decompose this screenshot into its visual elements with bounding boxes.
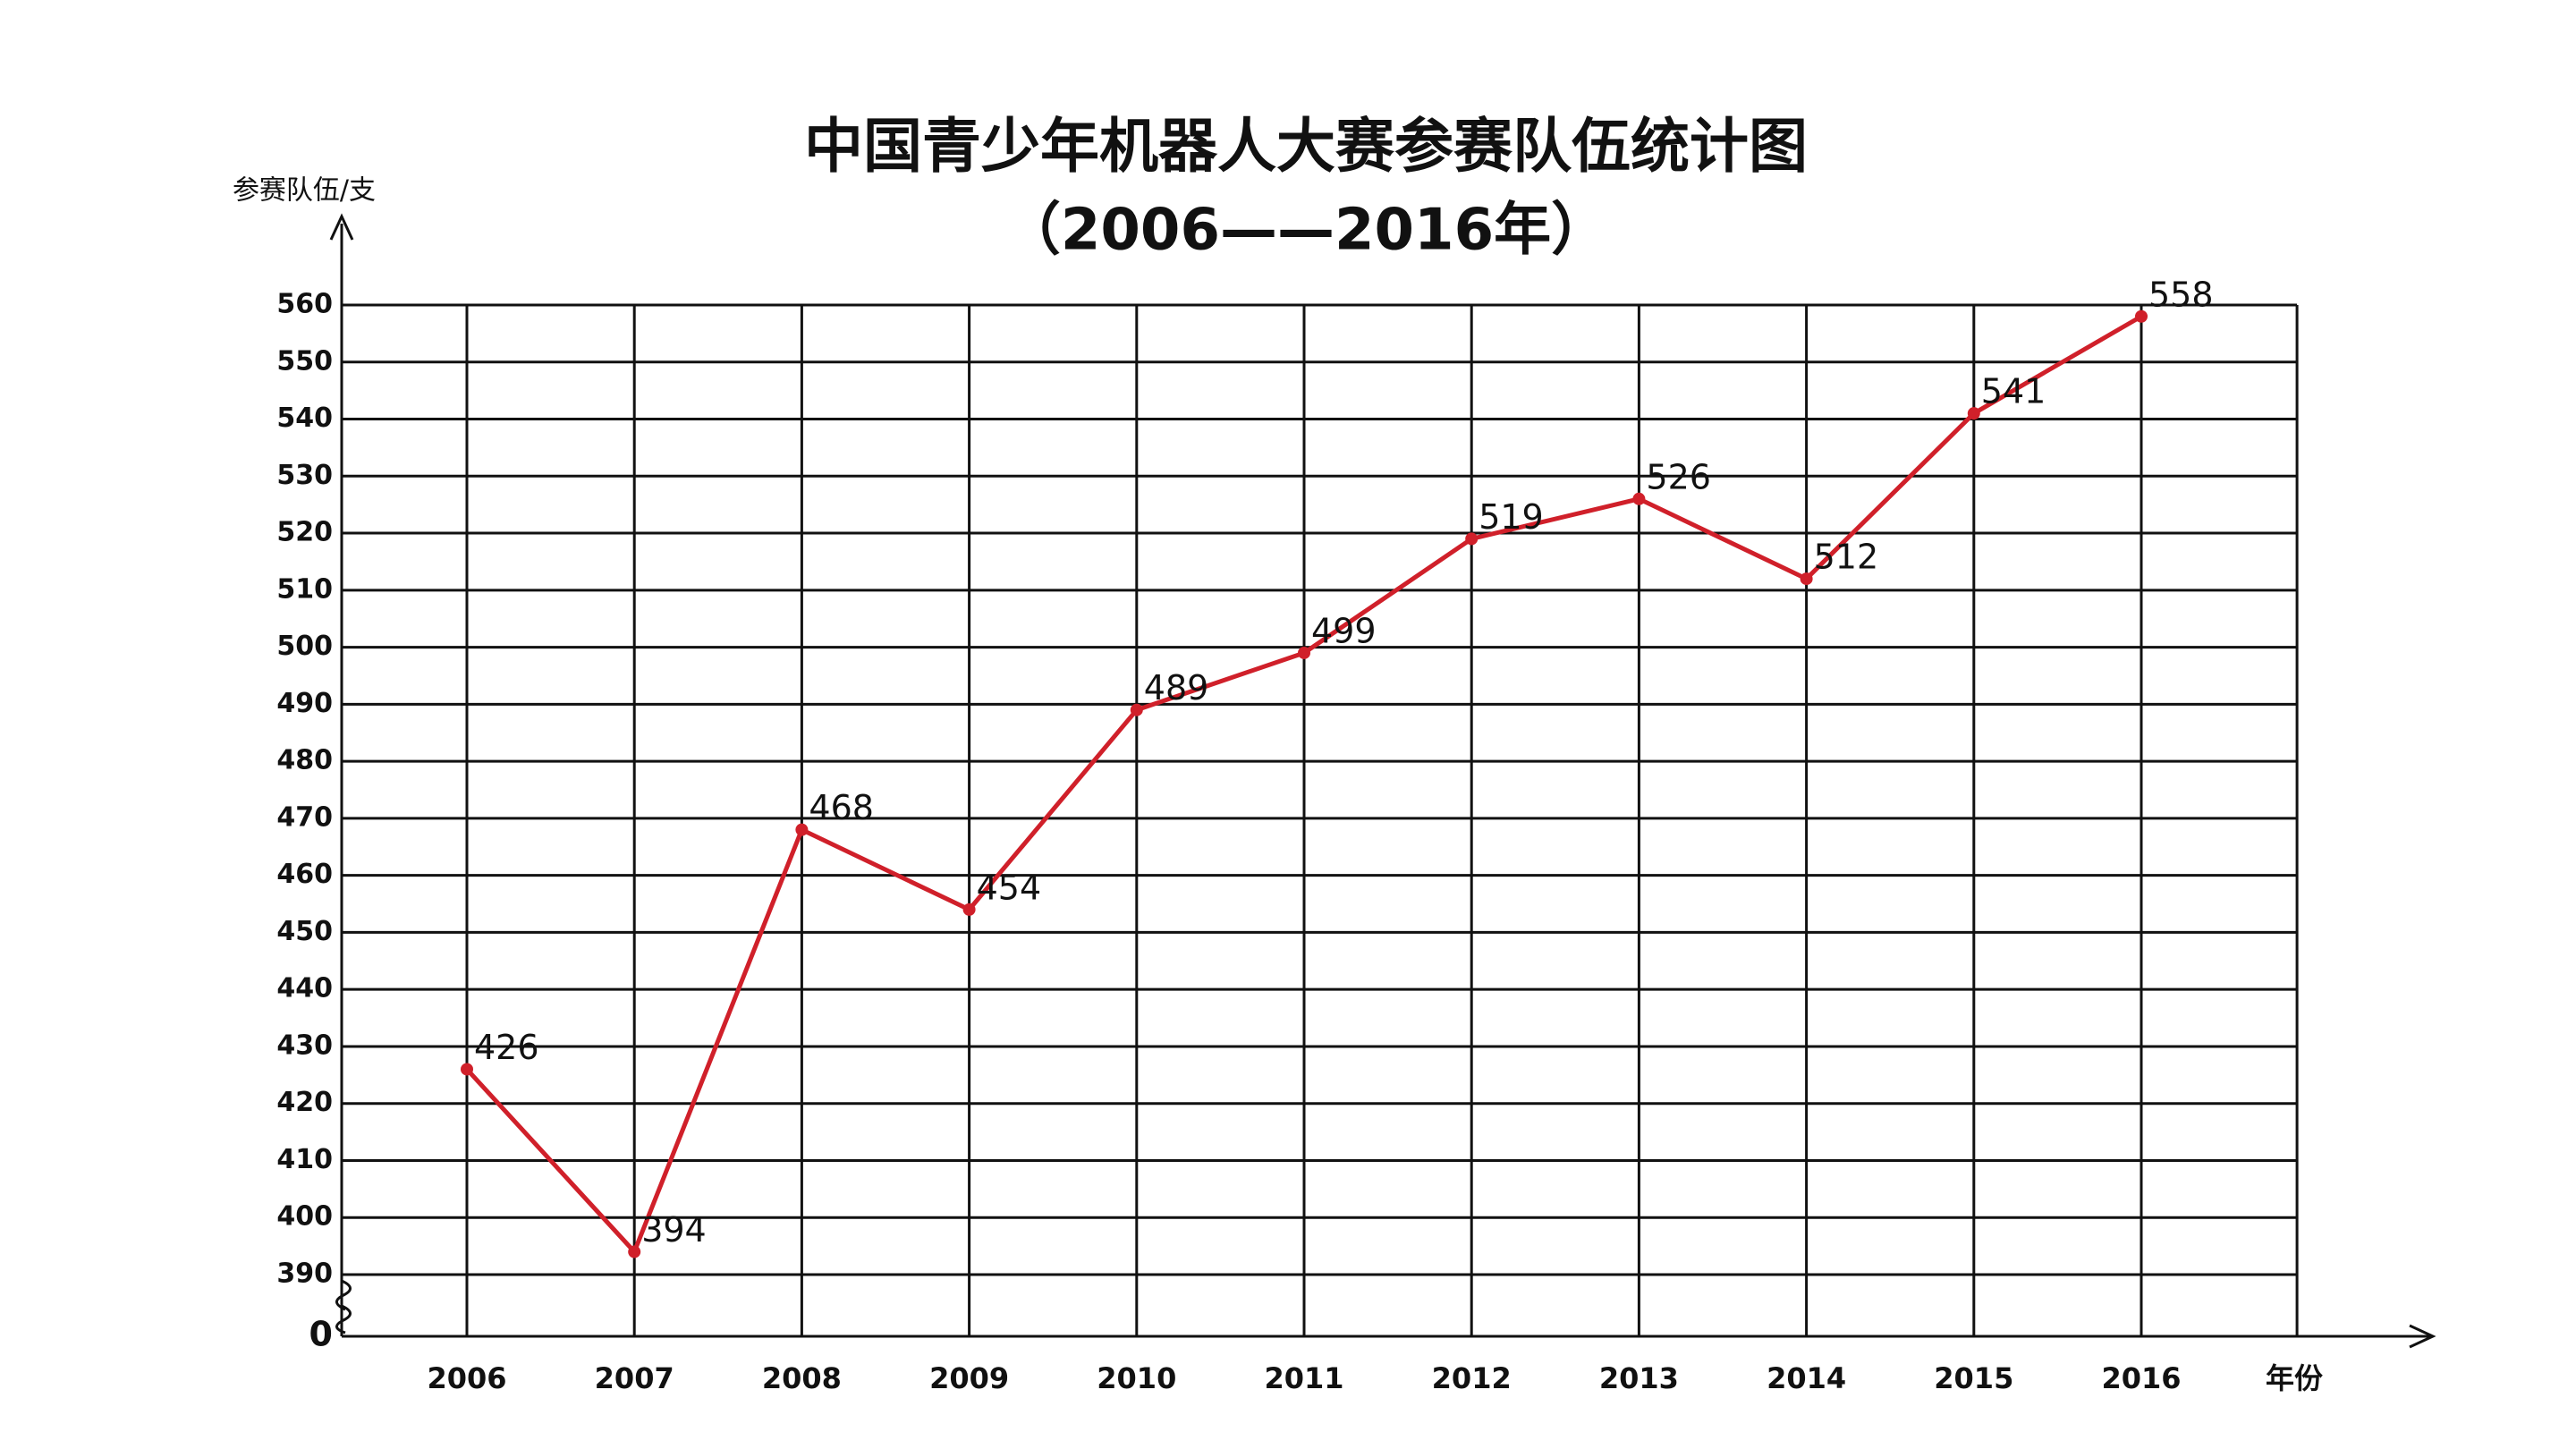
y-tick-label: 430: [276, 1030, 333, 1061]
data-point: [1632, 492, 1646, 505]
chart-subtitle: （2006——2016年）: [1004, 198, 1608, 264]
x-tick-label: 2006: [427, 1361, 506, 1395]
y-tick-label: 440: [276, 973, 333, 1004]
y-tick-label: 540: [276, 402, 333, 434]
data-point: [795, 823, 809, 836]
data-label: 558: [2148, 275, 2214, 314]
y-tick-label: 490: [276, 688, 333, 719]
y-tick-label: 450: [276, 916, 333, 947]
y-tick-label: 420: [276, 1087, 333, 1118]
y-tick-label: 470: [276, 801, 333, 833]
data-label: 519: [1479, 497, 1544, 537]
y-tick-label: 510: [276, 573, 333, 605]
data-point: [962, 902, 976, 916]
y-axis-arrow: [329, 213, 354, 241]
y-tick-label: 460: [276, 859, 333, 890]
data-point: [2135, 309, 2148, 323]
data-point: [1130, 703, 1143, 716]
y-tick-label: 410: [276, 1144, 333, 1175]
chart-title: 中国青少年机器人大赛参赛队伍统计图: [804, 112, 1808, 181]
x-axis-arrow: [2409, 1324, 2436, 1349]
y-tick-label: 480: [276, 745, 333, 776]
x-tick-label: 2014: [1767, 1361, 1846, 1395]
x-tick-label: 2009: [929, 1361, 1009, 1395]
data-label: 526: [1646, 457, 1711, 496]
x-tick-label: 2016: [2101, 1361, 2181, 1395]
x-tick-label: 2008: [762, 1361, 842, 1395]
data-label: 426: [474, 1028, 539, 1067]
y-tick-label: 390: [276, 1258, 333, 1290]
data-label: 512: [1814, 538, 1879, 577]
y-axis-label: 参赛队伍/支: [233, 175, 376, 207]
y-tick-label: 520: [276, 517, 333, 548]
data-label: 394: [641, 1210, 707, 1250]
y-tick-label: 500: [276, 631, 333, 662]
data-point: [1465, 532, 1479, 546]
y-tick-label: 0: [309, 1315, 333, 1354]
data-point: [1298, 646, 1310, 659]
data-label: 541: [1981, 372, 2046, 411]
axis-break: [335, 1279, 352, 1335]
x-axis-label: 年份: [2266, 1361, 2323, 1395]
data-label: 468: [809, 788, 874, 827]
x-tick-label: 2007: [595, 1361, 674, 1395]
data-point: [1967, 407, 1980, 420]
x-tick-label: 2011: [1264, 1361, 1343, 1395]
y-tick-label: 560: [276, 289, 333, 320]
x-tick-label: 2013: [1599, 1361, 1679, 1395]
data-point: [1800, 572, 1813, 586]
data-point: [461, 1063, 473, 1076]
x-tick-label: 2010: [1097, 1361, 1176, 1395]
data-label: 499: [1311, 611, 1377, 650]
y-tick-label: 550: [276, 345, 333, 377]
y-tick-label: 400: [276, 1201, 333, 1233]
y-tick-label: 530: [276, 460, 333, 491]
data-point: [628, 1245, 641, 1258]
data-label: 454: [977, 868, 1042, 907]
data-label: 489: [1144, 668, 1209, 708]
x-tick-label: 2015: [1934, 1361, 2013, 1395]
x-tick-label: 2012: [1432, 1361, 1512, 1395]
